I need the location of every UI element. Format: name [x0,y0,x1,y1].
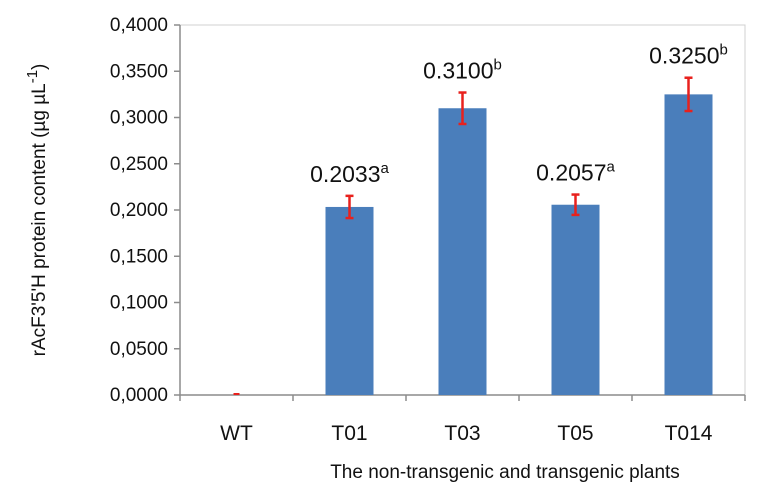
error-bars [233,76,693,395]
y-tick-label: 0,3500 [110,61,168,82]
data-labels: 0.2033a 0.3100b 0.2057a 0.3250b [310,42,728,187]
y-axis: 0,0000 0,0500 0,1000 0,1500 0,2000 0,2500 0,30… [110,15,181,406]
x-axis: WT T01 T03 T05 T014 [179,394,746,445]
bars [325,94,713,395]
category-label: WT [220,422,253,445]
bar-t05 [551,204,600,395]
data-label: 0.2057a [536,159,615,186]
data-label: 0.2033a [310,160,389,187]
bar-t014 [664,94,713,395]
y-axis-title: rAcF3'5'H protein content (µg µL-1) [24,64,50,357]
y-tick-label: 0,0500 [110,339,168,360]
y-tick-label: 0,1000 [110,293,168,314]
x-axis-title: The non-transgenic and transgenic plants [330,462,680,483]
y-tick-label: 0,3000 [110,108,168,129]
category-label: T014 [665,422,713,445]
category-label: T01 [331,422,367,445]
data-label: 0.3100b [423,57,502,84]
y-tick-label: 0,0000 [110,385,168,406]
y-tick-label: 0,1500 [110,246,168,267]
bar-t01 [325,206,374,395]
data-label: 0.3250b [649,42,728,69]
y-tick-label: 0,4000 [110,15,168,36]
y-tick-label: 0,2000 [110,200,168,221]
bar-t03 [438,108,487,395]
y-tick-label: 0,2500 [110,154,168,175]
category-label: T05 [557,422,593,445]
category-label: T03 [444,422,480,445]
